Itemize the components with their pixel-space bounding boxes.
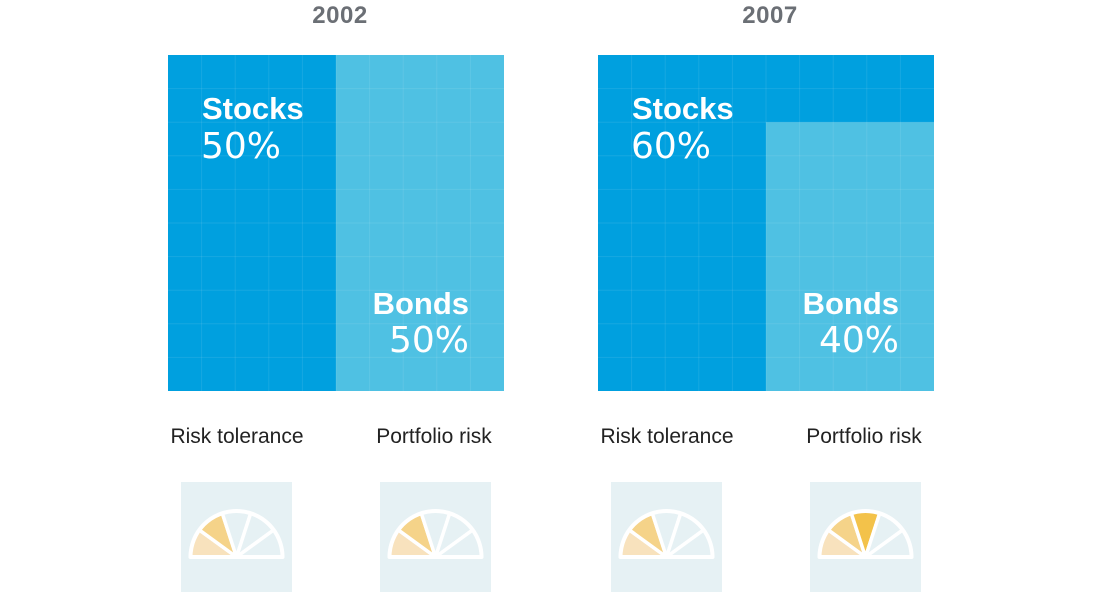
grid-lines: [598, 55, 934, 391]
portfolio-risk-gauge: [810, 482, 921, 592]
gauge-svg: [618, 509, 715, 559]
stocks-percent: 50%: [201, 126, 281, 167]
gauge-rim: [387, 509, 484, 559]
stocks-label: Stocks: [202, 91, 304, 126]
gauge-svg: [387, 509, 484, 559]
bonds-label: Bonds: [373, 286, 469, 321]
chart-title: 2007: [742, 2, 798, 29]
gauge-rim: [817, 509, 914, 559]
gauge-svg: [817, 509, 914, 559]
gauge-label-risk-tolerance: Risk tolerance: [600, 425, 734, 448]
gauge-svg: [188, 509, 285, 559]
risk-tolerance-gauge: [611, 482, 722, 592]
gauge-label-risk-tolerance: Risk tolerance: [170, 425, 304, 448]
stocks-percent: 60%: [631, 126, 711, 167]
bonds-block: [766, 122, 934, 391]
gauge-label-portfolio-risk: Portfolio risk: [376, 425, 492, 448]
portfolio-risk-gauge: [380, 482, 491, 592]
gauge-rim: [188, 509, 285, 559]
bonds-percent: 40%: [819, 320, 899, 361]
chart-title: 2002: [312, 2, 368, 29]
grid-lines: [168, 55, 504, 391]
bonds-block: [336, 55, 504, 391]
panel-2007: 2007 Stocks 60% Bonds 40% Risk tolerance Po…: [510, 0, 1030, 592]
stocks-label: Stocks: [632, 91, 734, 126]
risk-tolerance-gauge: [181, 482, 292, 592]
gauge-rim: [618, 509, 715, 559]
gauge-label-portfolio-risk: Portfolio risk: [806, 425, 922, 448]
bonds-label: Bonds: [803, 286, 899, 321]
panel-2002: 2002 Stocks 50% Bonds 50% Risk tolerance Po…: [80, 0, 600, 592]
bonds-percent: 50%: [389, 320, 469, 361]
